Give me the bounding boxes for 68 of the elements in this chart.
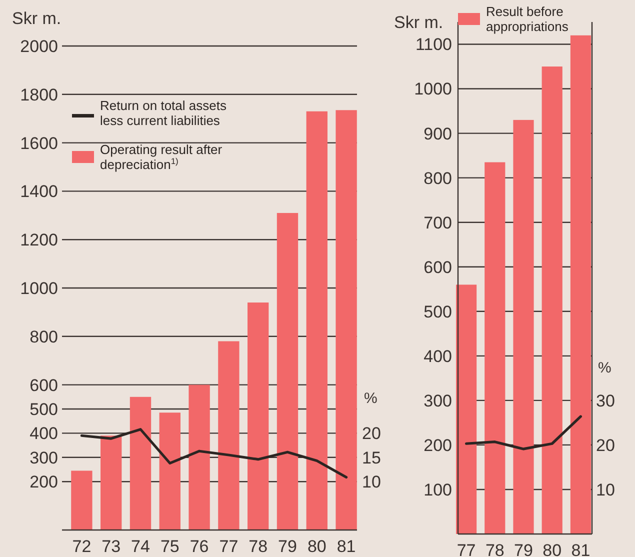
bar — [484, 162, 506, 534]
bar — [542, 66, 562, 534]
bar — [336, 110, 357, 530]
x-tick-label: 77 — [456, 541, 476, 557]
legend-label: Return on total assets less current liabilities — [100, 98, 227, 128]
bar — [130, 396, 152, 530]
x-tick-label: 72 — [72, 537, 92, 556]
bar — [570, 35, 591, 534]
line-series — [80, 428, 348, 479]
bar — [248, 302, 269, 530]
y2-tick-label: 15 — [362, 448, 381, 468]
y-tick-label: 500 — [30, 400, 58, 419]
y-tick-label: 400 — [424, 346, 452, 366]
x-tick-label: 78 — [485, 541, 504, 557]
x-tick-label: 79 — [278, 537, 297, 556]
y2-tick-label: 20 — [596, 436, 615, 455]
x-tick-label: 80 — [307, 537, 326, 556]
y-tick-label: 600 — [30, 376, 58, 395]
bar — [71, 470, 92, 530]
line-series — [465, 415, 582, 450]
bar — [456, 284, 477, 534]
y-tick-label: 1800 — [20, 85, 58, 104]
x-tick-label: 79 — [514, 541, 533, 557]
y-axis-title: Skr m. — [394, 13, 444, 32]
legend-label: Result before appropriations — [486, 4, 569, 34]
y-tick-label: 1600 — [20, 134, 58, 153]
y-tick-label: 300 — [30, 448, 58, 468]
y-tick-label: 800 — [30, 327, 58, 346]
x-tick-label: 75 — [160, 537, 180, 556]
y-tick-label: 1100 — [415, 35, 452, 54]
bar — [306, 111, 328, 530]
y-tick-label: 500 — [424, 302, 452, 322]
y-tick-label: 1200 — [20, 230, 58, 250]
y2-axis-title: % — [598, 359, 612, 376]
x-tick-label: 81 — [571, 541, 590, 557]
x-tick-label: 81 — [336, 537, 356, 556]
bar — [513, 120, 534, 534]
y2-tick-label: 10 — [362, 472, 381, 492]
x-tick-label: 77 — [219, 537, 238, 556]
y-tick-label: 200 — [30, 472, 58, 492]
y-tick-label: 300 — [424, 391, 452, 410]
y2-tick-label: 10 — [596, 480, 615, 500]
y-tick-label: 400 — [30, 424, 58, 444]
y-tick-label: 1400 — [20, 182, 58, 202]
y-tick-label: 800 — [424, 168, 452, 188]
y-tick-label: 700 — [424, 213, 452, 232]
x-tick-label: 76 — [190, 537, 209, 556]
y-tick-label: 1000 — [20, 278, 58, 298]
y-tick-label: 100 — [424, 480, 452, 500]
y-tick-label: 600 — [424, 258, 452, 277]
y-tick-label: 1000 — [414, 80, 452, 99]
y-tick-label: 2000 — [20, 36, 58, 56]
bar — [100, 436, 122, 530]
x-tick-label: 80 — [542, 541, 562, 557]
y2-tick-label: 20 — [362, 424, 381, 444]
legend-label: Operating result after depreciation$^{1)}$ — [100, 142, 223, 172]
x-tick-label: 74 — [131, 537, 150, 556]
y-tick-label: 200 — [424, 436, 452, 455]
bar — [276, 212, 298, 530]
bar — [218, 341, 240, 530]
y-tick-label: 900 — [424, 124, 452, 144]
y2-axis-title: % — [364, 390, 378, 408]
y2-tick-label: 30 — [596, 391, 615, 410]
bar — [159, 412, 180, 530]
x-tick-label: 78 — [248, 537, 268, 556]
y-axis-title: Skr m. — [12, 9, 62, 28]
bar — [188, 384, 210, 530]
x-tick-label: 73 — [102, 537, 121, 556]
